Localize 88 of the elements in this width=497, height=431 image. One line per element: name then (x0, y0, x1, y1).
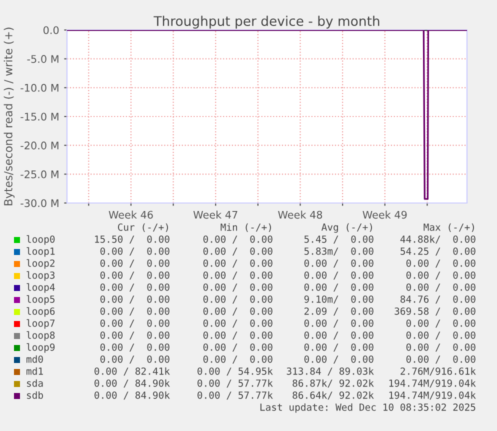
text: 2.09 / 0.00 (304, 307, 374, 316)
text: 0.00 / 0.00 (100, 283, 170, 292)
legend-label: loop0 (26, 235, 55, 245)
x-tick-label: Week 47 (193, 210, 238, 219)
text: 0.00 / 84.90k (94, 379, 170, 388)
text: 0.00 / 54.95k (198, 367, 273, 376)
text: Min (-/+) (220, 223, 271, 232)
x-tick-label: Week 48 (278, 210, 322, 219)
text: 44.88k/ 0.00 (400, 235, 476, 244)
text: 0.00 / 0.00 (203, 271, 272, 280)
text: 0.00 / 0.00 (100, 355, 170, 364)
text: 0.00 / 0.00 (203, 283, 272, 292)
text: 194.74M/919.04k (389, 391, 476, 400)
text: 0.00 / 0.00 (203, 331, 272, 340)
text: 0.00 / 0.00 (100, 343, 170, 352)
legend-label: loop4 (26, 283, 55, 293)
text: 0.00 / 0.00 (304, 331, 374, 340)
text: 9.10m/ 0.00 (304, 295, 374, 304)
text: 0.00 / 0.00 (203, 247, 272, 256)
text: 0.00 / 82.41k (94, 367, 170, 376)
text: 0.00 / 0.00 (100, 259, 170, 268)
text: 84.76 / 0.00 (400, 295, 476, 304)
y-tick-label: -5.0 M (27, 55, 58, 63)
text: Max (-/+) (424, 223, 474, 232)
text: 0.00 / 0.00 (203, 235, 272, 244)
legend-label: loop7 (26, 319, 55, 329)
y-tick-label: -15.0 M (20, 112, 58, 121)
legend-label: sda (27, 379, 43, 387)
legend-label: loop8 (26, 331, 55, 341)
y-tick-label: -30.0 M (20, 199, 58, 208)
text: 0.00 / 0.00 (203, 307, 272, 316)
legend-label: loop5 (26, 295, 54, 305)
text: 5.45 / 0.00 (304, 235, 374, 244)
text: 86.64k/ 92.02k (292, 391, 374, 400)
x-tick-label: Week 46 (108, 210, 153, 219)
legend-label: loop9 (26, 343, 55, 353)
y-tick-label: -10.0 M (20, 84, 58, 92)
text: 0.00 / 57.77k (198, 391, 273, 400)
text: 0.00 / 0.00 (304, 283, 374, 292)
legend-label: loop1 (26, 247, 55, 257)
text: 0.00 / 0.00 (100, 247, 170, 256)
text: 0.00 / 0.00 (203, 355, 272, 364)
text: 0.00 / 0.00 (100, 319, 170, 328)
legend-label: sdb (27, 391, 43, 399)
text: 194.74M/919.04k (389, 379, 476, 388)
text: 0.00 / 0.00 (100, 295, 170, 304)
text: 0.00 / 0.00 (304, 343, 374, 352)
text: 0.00 / 0.00 (406, 259, 476, 268)
legend-label: loop3 (26, 271, 55, 281)
text: 0.00 / 84.90k (94, 391, 170, 400)
text: 0.00 / 0.00 (304, 319, 374, 328)
x-tick-label: Week 49 (362, 210, 407, 219)
text: 0.00 / 0.00 (100, 331, 170, 340)
text: 0.00 / 57.77k (198, 379, 273, 388)
text: 15.50 / 0.00 (95, 235, 170, 244)
text: 0.00 / 0.00 (304, 259, 374, 268)
text: 313.84 / 89.03k (286, 367, 374, 376)
text: 0.00 / 0.00 (203, 259, 272, 268)
chart-title: Throughput per device - by month (154, 16, 380, 29)
text: 0.00 / 0.00 (406, 355, 476, 364)
text: 86.87k/ 92.02k (292, 379, 374, 388)
text: 0.00 / 0.00 (304, 271, 374, 280)
text: 54.25 / 0.00 (400, 247, 476, 256)
text: 0.00 / 0.00 (203, 319, 272, 328)
text: 0.00 / 0.00 (203, 343, 272, 352)
text: 0.00 / 0.00 (203, 295, 272, 304)
legend-label: md1 (26, 367, 43, 375)
text: 0.00 / 0.00 (406, 331, 476, 340)
y-axis-title: Bytes/second read (-) / write (+) (4, 28, 15, 206)
text: 0.00 / 0.00 (100, 307, 170, 316)
text: 369.58 / 0.00 (394, 307, 476, 316)
text: Cur (-/+) (118, 223, 168, 232)
text: 0.00 / 0.00 (406, 271, 476, 280)
y-tick-label: 0.0 (43, 26, 59, 34)
text: 0.00 / 0.00 (100, 271, 170, 280)
text: 0.00 / 0.00 (406, 283, 476, 292)
legend-label: loop6 (26, 307, 55, 317)
legend-label: loop2 (26, 259, 54, 269)
text: Last update: Wed Dec 10 08:35:02 2025 (260, 403, 476, 413)
text: 0.00 / 0.00 (406, 343, 476, 352)
text: 0.00 / 0.00 (304, 355, 374, 364)
text: 2.76M/916.61k (400, 367, 476, 376)
legend-label: md0 (26, 355, 43, 363)
y-tick-label: -25.0 M (20, 170, 58, 178)
y-tick-label: -20.0 M (20, 142, 58, 150)
text: 5.83m/ 0.00 (304, 247, 374, 256)
text: 0.00 / 0.00 (406, 319, 476, 328)
text: Avg (-/+) (322, 223, 372, 233)
